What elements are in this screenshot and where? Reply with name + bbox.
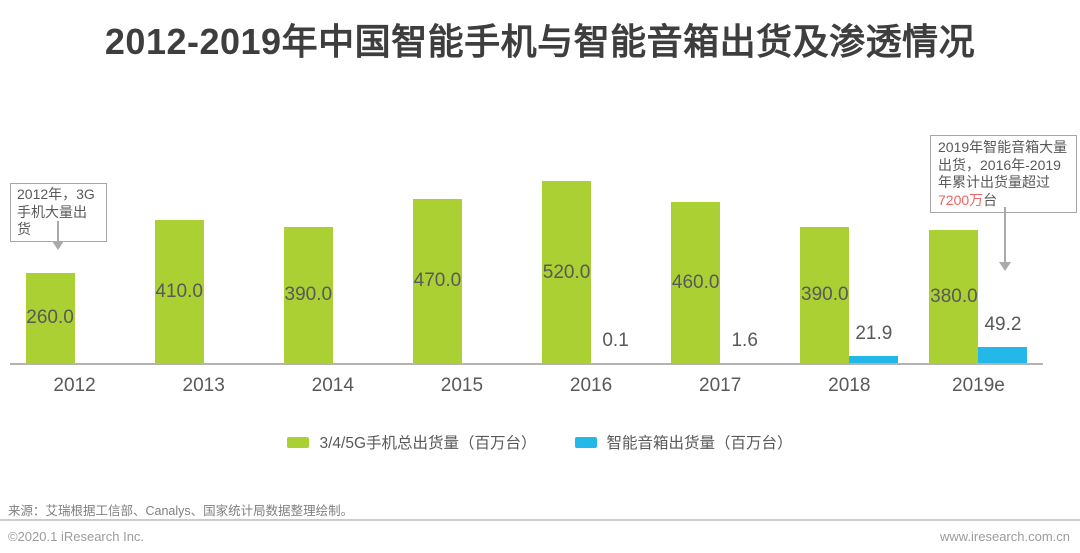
smartphone-bar-2013: 410.0 [154, 219, 204, 364]
bar-group-2012: 260.0 [10, 181, 139, 364]
smartphone-bar-2012: 260.0 [25, 272, 75, 364]
x-axis-label-2014: 2014 [311, 375, 354, 396]
chart-legend: 3/4/5G手机总出货量（百万台） 智能音箱出货量（百万台） [0, 431, 1080, 453]
legend-item: 智能音箱出货量（百万台） [574, 431, 793, 453]
bar-pair: 390.0 [283, 181, 382, 364]
legend-swatch-icon [287, 436, 310, 448]
footer-divider [0, 519, 1080, 521]
annotation-highlight: 7200万 [938, 191, 984, 208]
x-axis-label-2018: 2018 [828, 375, 871, 396]
smartphone-value-label: 470.0 [413, 270, 462, 292]
smartphone-value-label: 390.0 [801, 284, 849, 306]
annotation-line: 2019年智能音箱大量 [938, 139, 1068, 155]
bar-group-2019e: 380.0 49.2 [914, 181, 1043, 364]
x-axis-label-2016: 2016 [569, 375, 613, 396]
smartphone-bar-2014: 390.0 [283, 226, 333, 364]
bar-pair: 520.0 0.1 [542, 181, 641, 364]
annotation-suffix: 台 [983, 191, 998, 208]
website-text: www.iresearch.com.cn [939, 529, 1070, 544]
annotation-line: 2012年，3G [17, 186, 95, 202]
smartphone-bar-2019e: 380.0 [929, 230, 979, 364]
speaker-value-label: 49.2 [984, 313, 1022, 335]
x-axis-label-2019e: 2019e [952, 375, 1005, 396]
bar-chart-plot-area: 260.0 410.0 390.0 470.0 520.0 0.1 460.0 1.6 390.… [10, 181, 1043, 364]
x-axis-label-2012: 2012 [53, 375, 96, 396]
bar-group-2013: 410.0 [139, 181, 268, 364]
down-arrow-line [1004, 207, 1006, 263]
legend-swatch-icon [574, 436, 597, 448]
legend-item: 3/4/5G手机总出货量（百万台） [287, 431, 537, 453]
annotation-line: 手机大量出货 [17, 203, 87, 238]
x-axis-label-2015: 2015 [440, 375, 484, 396]
down-arrow-icon [52, 241, 64, 250]
annotation-line: 年累计出货量超过 [938, 174, 1050, 190]
annotation-2019-speakers: 2019年智能音箱大量 出货，2016年-2019 年累计出货量超过 7200万… [930, 135, 1077, 213]
x-axis-labels: 2012 2013 2014 2015 2016 2017 2018 2019e [10, 375, 1043, 397]
smartphone-value-label: 460.0 [671, 272, 720, 294]
speaker-value-label: 21.9 [855, 323, 893, 345]
bar-pair: 470.0 [412, 181, 511, 364]
annotation-line: 出货，2016年-2019 [938, 156, 1061, 173]
bar-pair: 380.0 49.2 [929, 181, 1028, 364]
bar-pair: 390.0 21.9 [800, 181, 899, 364]
smartphone-value-label: 410.0 [155, 280, 203, 302]
smartphone-bar-2018: 390.0 [800, 226, 850, 364]
copyright-text: ©2020.1 iResearch Inc. [8, 529, 145, 544]
smartphone-bar-2015: 470.0 [412, 198, 462, 364]
bar-group-2014: 390.0 [268, 181, 397, 364]
speaker-value-label: 1.6 [731, 329, 758, 351]
bar-pair: 460.0 1.6 [671, 181, 770, 364]
smartphone-value-label: 520.0 [542, 261, 591, 283]
smartphone-value-label: 390.0 [284, 284, 333, 306]
bar-pair: 260.0 [25, 181, 124, 364]
x-axis-label-2013: 2013 [182, 375, 225, 396]
source-note: 来源：艾瑞根据工信部、Canalys、国家统计局数据整理绘制。 [8, 504, 354, 518]
smartphone-bar-2016: 520.0 [542, 181, 592, 364]
down-arrow-icon [999, 262, 1011, 271]
bar-group-2018: 390.0 21.9 [785, 181, 914, 364]
bar-group-2016: 520.0 0.1 [527, 181, 656, 364]
bar-group-2017: 460.0 1.6 [656, 181, 785, 364]
bar-pair: 410.0 [154, 181, 253, 364]
smartphone-bar-2017: 460.0 [671, 202, 721, 364]
speaker-bar-2018 [849, 356, 899, 364]
speaker-value-label: 0.1 [602, 329, 629, 351]
speaker-bar-2019e [978, 346, 1028, 364]
legend-label: 智能音箱出货量（百万台） [606, 435, 793, 452]
down-arrow-line [57, 221, 59, 242]
smartphone-value-label: 380.0 [930, 286, 978, 308]
legend-label: 3/4/5G手机总出货量（百万台） [319, 435, 537, 452]
x-axis-line [10, 363, 1043, 365]
footer: ©2020.1 iResearch Inc. www.iresearch.com… [8, 529, 1070, 544]
smartphone-value-label: 260.0 [26, 307, 74, 329]
annotation-line: 7200万台 [938, 192, 1069, 210]
chart-title: 2012-2019年中国智能手机与智能音箱出货及渗透情况 [104, 21, 976, 62]
x-axis-label-2017: 2017 [699, 375, 742, 396]
bar-group-2015: 470.0 [397, 181, 526, 364]
